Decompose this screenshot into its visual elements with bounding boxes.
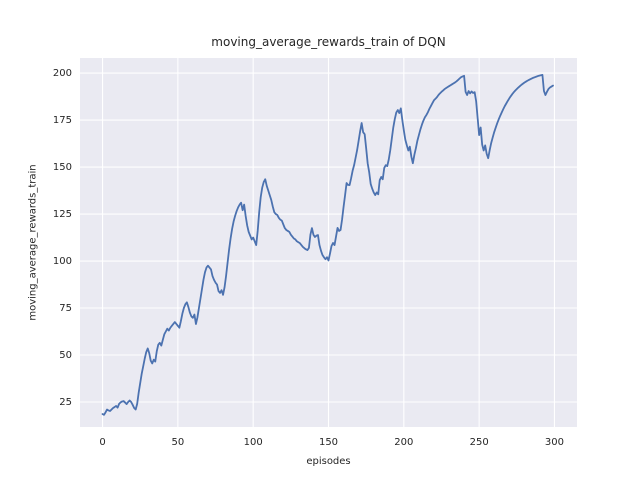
- y-tick-label: 25: [59, 396, 72, 408]
- x-tick-label: 100: [243, 437, 263, 448]
- x-tick-label: 200: [394, 437, 414, 448]
- y-axis-label: moving_average_rewards_train: [27, 164, 39, 321]
- x-tick-label: 250: [469, 437, 489, 448]
- chart-title: moving_average_rewards_train of DQN: [211, 35, 446, 49]
- x-tick-label: 0: [99, 437, 106, 448]
- x-axis-label: episodes: [306, 456, 351, 467]
- y-tick-label: 50: [59, 350, 72, 361]
- y-tick-label: 200: [52, 68, 72, 80]
- y-tick-label: 100: [52, 256, 72, 268]
- y-tick-label: 175: [52, 115, 72, 127]
- y-tick-label: 75: [59, 303, 72, 314]
- x-tick-label: 300: [544, 437, 565, 448]
- x-tick-label: 150: [318, 437, 339, 448]
- series-line: [101, 74, 554, 416]
- y-tick-label: 150: [52, 162, 72, 174]
- y-tick-label: 125: [52, 209, 72, 221]
- x-tick-label: 50: [171, 437, 185, 448]
